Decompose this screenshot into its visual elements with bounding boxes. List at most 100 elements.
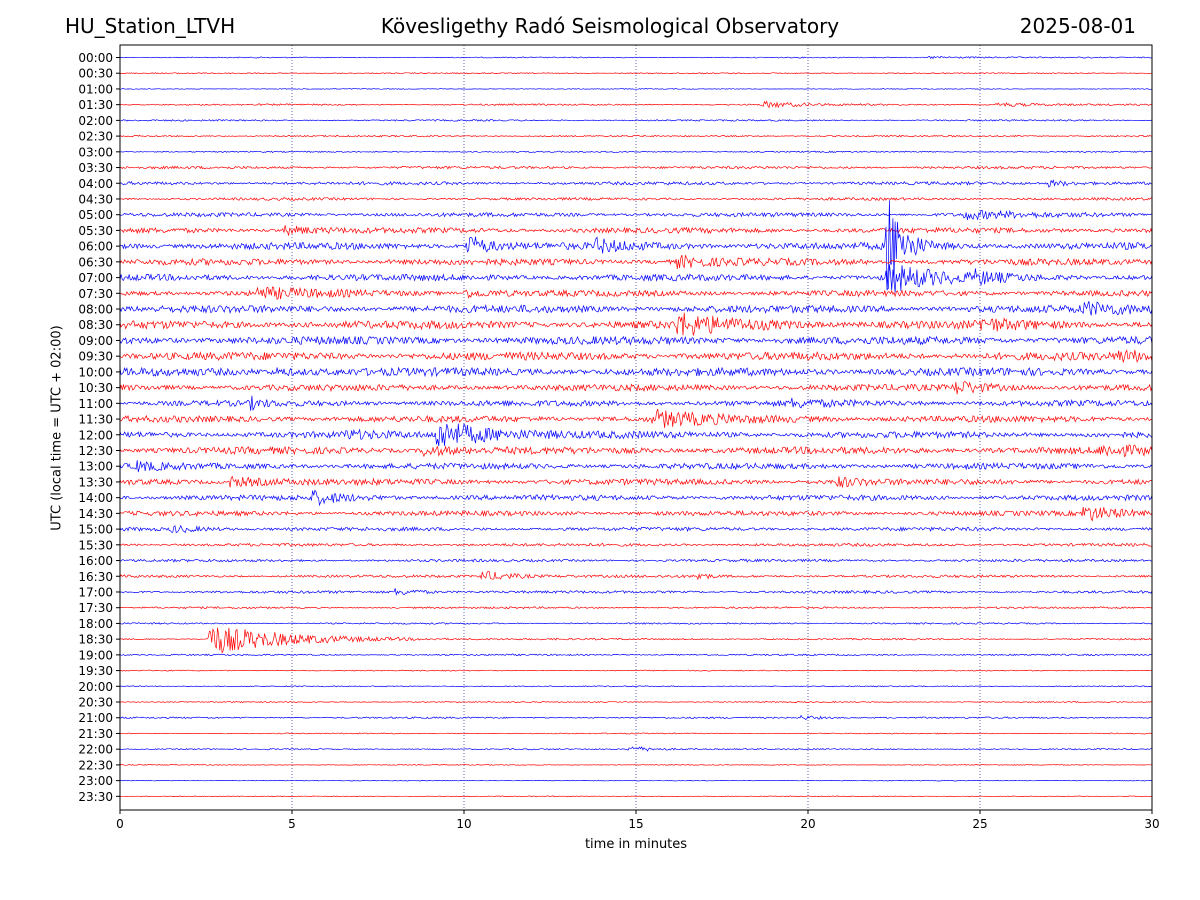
- trace-1230: [119, 444, 1153, 458]
- y-tick-label: 03:00: [78, 145, 113, 159]
- trace-0300: [119, 150, 1153, 154]
- x-axis-label: time in minutes: [584, 837, 688, 852]
- trace-0600: [119, 200, 1153, 291]
- trace-1800: [119, 622, 1153, 625]
- trace-1700: [119, 588, 1153, 596]
- y-tick-label: 19:30: [78, 664, 113, 678]
- y-tick-label: 18:00: [78, 617, 113, 631]
- y-tick-label: 14:30: [78, 507, 113, 521]
- trace-0130: [119, 100, 1153, 109]
- y-tick-label: 04:00: [78, 177, 113, 191]
- trace-1200: [119, 423, 1153, 447]
- trace-1100: [119, 395, 1153, 412]
- y-tick-label: 11:30: [78, 413, 113, 427]
- y-tick-label: 21:30: [78, 727, 113, 741]
- y-tick-label: 11:00: [78, 397, 113, 411]
- trace-group: [119, 55, 1153, 798]
- trace-0430: [119, 196, 1153, 202]
- trace-2330: [119, 795, 1153, 798]
- grid-lines: [291, 45, 981, 810]
- x-tick-label: 15: [628, 817, 643, 831]
- y-tick-label: 04:30: [78, 192, 113, 206]
- y-tick-label: 06:30: [78, 255, 113, 269]
- y-tick-label: 05:00: [78, 208, 113, 222]
- trace-0330: [119, 165, 1153, 170]
- trace-0700: [119, 264, 1153, 293]
- y-tick-label: 08:00: [78, 303, 113, 317]
- trace-0400: [119, 179, 1153, 188]
- trace-1430: [119, 507, 1153, 522]
- y-tick-label: 15:00: [78, 523, 113, 537]
- trace-1630: [119, 570, 1153, 581]
- trace-2230: [119, 764, 1153, 766]
- y-tick-label: 10:00: [78, 365, 113, 379]
- y-tick-label: 12:00: [78, 428, 113, 442]
- trace-2200: [119, 746, 1153, 752]
- trace-1330: [119, 475, 1153, 488]
- trace-1900: [119, 653, 1153, 657]
- trace-1300: [119, 460, 1153, 473]
- y-tick-label: 03:30: [78, 161, 113, 175]
- y-tick-label: 09:30: [78, 350, 113, 364]
- y-tick-label: 07:00: [78, 271, 113, 285]
- y-tick-label: 00:00: [78, 51, 113, 65]
- y-tick-label: 22:30: [78, 758, 113, 772]
- x-tick-label: 0: [116, 817, 124, 831]
- trace-1930: [119, 669, 1152, 672]
- trace-2100: [119, 714, 1153, 720]
- trace-0500: [119, 209, 1153, 221]
- station-name: HU_Station_LTVH: [65, 14, 236, 38]
- y-tick-label: 23:00: [78, 774, 113, 788]
- trace-2030: [120, 701, 1153, 704]
- trace-0930: [119, 349, 1153, 363]
- y-axis-label: UTC (local time = UTC + 02:00): [49, 325, 65, 531]
- y-tick-label: 06:00: [78, 240, 113, 254]
- trace-1400: [119, 489, 1153, 507]
- x-tick-label: 30: [1144, 817, 1159, 831]
- y-tick-label: 02:00: [78, 114, 113, 128]
- y-tick-label: 09:00: [78, 334, 113, 348]
- y-tick-label: 16:00: [78, 554, 113, 568]
- y-tick-label: 23:30: [78, 790, 113, 804]
- y-tick-label: 15:30: [78, 538, 113, 552]
- y-tick-label: 13:30: [78, 475, 113, 489]
- trace-0200: [119, 119, 1153, 122]
- trace-0830: [119, 312, 1153, 336]
- trace-1030: [119, 381, 1153, 395]
- observatory-title: Kövesligethy Radó Seismological Observat…: [380, 14, 840, 38]
- trace-0630: [119, 254, 1153, 270]
- trace-0230: [120, 134, 1153, 138]
- trace-0000: [119, 55, 1153, 60]
- y-tick-label: 19:00: [78, 648, 113, 662]
- y-tick-label: 01:00: [78, 82, 113, 96]
- y-tick-label: 08:30: [78, 318, 113, 332]
- trace-2000: [119, 685, 1153, 688]
- y-tick-label: 17:00: [78, 585, 113, 599]
- y-tick-label: 00:30: [78, 67, 113, 81]
- y-tick-label: 13:00: [78, 460, 113, 474]
- x-tick-label: 25: [972, 817, 987, 831]
- y-tick-label: 07:30: [78, 287, 113, 301]
- x-tick-label: 20: [800, 817, 815, 831]
- trace-0100: [119, 88, 1152, 90]
- x-tick-label: 5: [288, 817, 296, 831]
- y-tick-label: 20:30: [78, 696, 113, 710]
- y-tick-label: 14:00: [78, 491, 113, 505]
- trace-0530: [119, 225, 1153, 236]
- trace-1130: [119, 408, 1153, 429]
- trace-0800: [119, 301, 1153, 316]
- y-tick-label: 05:30: [78, 224, 113, 238]
- y-tick-label: 20:00: [78, 680, 113, 694]
- trace-0900: [119, 335, 1153, 346]
- y-tick-label: 02:30: [78, 130, 113, 144]
- trace-1530: [119, 542, 1153, 548]
- trace-1600: [119, 558, 1152, 563]
- trace-1730: [119, 606, 1153, 610]
- x-axis: 0 5 10 15 20 25 30: [116, 810, 1160, 831]
- y-tick-label: 01:30: [78, 98, 113, 112]
- trace-2300: [119, 779, 1152, 782]
- trace-0030: [119, 72, 1153, 75]
- trace-1830: [119, 627, 1153, 654]
